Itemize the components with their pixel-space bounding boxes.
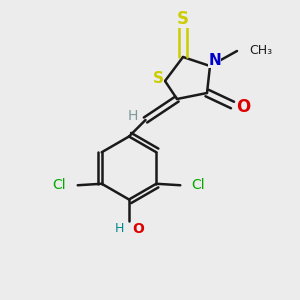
Text: S: S xyxy=(153,71,164,86)
Text: Cl: Cl xyxy=(53,178,66,192)
Text: H: H xyxy=(115,222,124,236)
Text: O: O xyxy=(236,98,250,116)
Text: H: H xyxy=(128,110,138,123)
Text: S: S xyxy=(177,10,189,28)
Text: CH₃: CH₃ xyxy=(249,44,272,58)
Text: N: N xyxy=(208,53,221,68)
Text: Cl: Cl xyxy=(192,178,205,192)
Text: O: O xyxy=(132,222,144,236)
